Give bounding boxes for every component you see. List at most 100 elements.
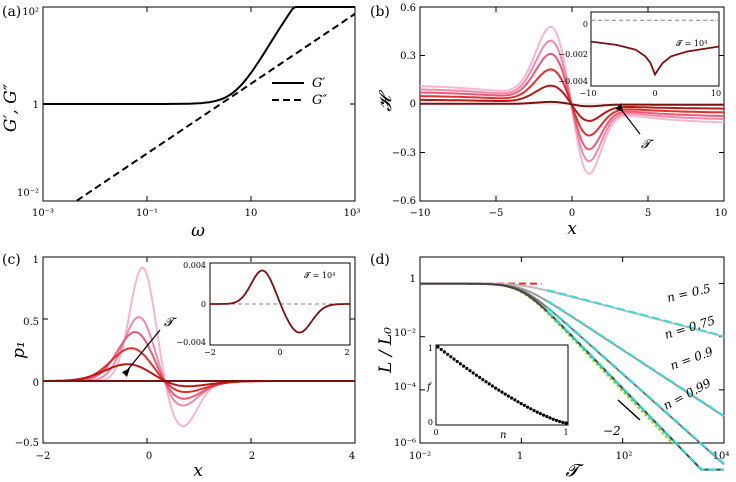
d-inset-xtick-1: 1 [563, 428, 568, 437]
d-inset-point-23 [510, 396, 514, 400]
panel-a-tick-marks [42, 6, 356, 202]
a-xtick-0: 10⁻³ [32, 208, 54, 219]
b-inset-label: 𝓣 = 10⁴ [676, 39, 707, 48]
d-slope-line [617, 399, 641, 421]
panel-b-tick-marks [419, 6, 725, 202]
a-legend-gprime: G′ [312, 76, 325, 91]
panel-a: (a) 10⁻³ 10⁻¹ 10 10³ 10⁻² 1 10² ω G′, G″… [1, 4, 360, 241]
d-inset-point-0 [436, 345, 440, 349]
d-inset-point-17 [490, 384, 494, 388]
b-xtick-3: 5 [645, 208, 651, 219]
d-xtick-2: 10² [616, 451, 633, 462]
c-inset-ytick-1: 0 [201, 300, 206, 309]
d-inset-point-5 [452, 357, 456, 361]
a-ytick-0: 10⁻² [17, 188, 39, 199]
d-label-n075: n = 0.75 [663, 313, 717, 342]
d-inset-point-19 [497, 388, 501, 392]
d-inset-point-37 [554, 418, 559, 422]
c-inset-xtick-0: −2 [204, 348, 216, 357]
d-inset-point-6 [455, 359, 459, 364]
c-inset-xtick-2: 2 [344, 348, 349, 357]
d-ylabel: L / L₀ [376, 327, 396, 374]
c-inset-ytick-0: 0.004 [183, 261, 206, 270]
d-inset-point-33 [542, 413, 546, 417]
b-xlabel: x [567, 219, 577, 239]
b-inset-ytick-0: 0 [583, 20, 588, 29]
d-inset-point-34 [545, 414, 549, 419]
b-arrow-line [619, 107, 641, 135]
a-legend-gdoubleprime: G″ [312, 93, 327, 108]
panel-c: (c) −2 0 2 4 −0.5 0 0.5 1 x p₁ 𝓣 −2 0 2 … [2, 252, 356, 481]
d-inset-point-22 [506, 394, 510, 398]
c-ytick-0: −0.5 [15, 438, 39, 449]
d-inset-point-20 [500, 390, 504, 394]
c-xtick-1: 0 [146, 451, 152, 462]
d-inset-point-15 [484, 380, 488, 384]
b-xtick-0: −10 [409, 208, 430, 219]
b-xtick-4: 10 [715, 208, 728, 219]
b-ylabel: 𝓗 [376, 90, 396, 112]
d-series-fit-3 [546, 310, 724, 471]
a-series-gdoubleprime [76, 12, 356, 202]
panel-c-label: (c) [2, 252, 21, 268]
d-inset-point-39 [561, 420, 565, 424]
d-inset-point-29 [529, 407, 533, 411]
d-inset-point-30 [532, 408, 536, 413]
d-slope-label: −2 [603, 424, 621, 438]
panel-d-frame [419, 256, 725, 444]
d-inset-point-26 [519, 402, 523, 406]
c-annotation-T: 𝓣 [164, 315, 177, 329]
d-series-fit-1 [546, 299, 725, 417]
d-inset-ytick-1: 0 [428, 418, 433, 427]
d-xtick-3: 10⁴ [713, 451, 730, 462]
panel-b: (b) −10 −5 0 5 10 −0.6 −0.3 0 0.3 0.6 x … [370, 3, 727, 239]
d-inset-point-24 [513, 398, 517, 402]
c-ytick-2: 0.5 [23, 317, 39, 328]
b-inset-ytick-1: −0.002 [558, 50, 588, 59]
d-ytick-1: 10⁻² [394, 328, 416, 339]
c-inset-xtick-1: 0 [277, 348, 282, 357]
b-inset-plot [590, 19, 720, 77]
b-ytick-4: 0.6 [400, 3, 416, 14]
d-inset-ytick-0: 1 [428, 344, 433, 353]
c-xtick-2: 2 [249, 451, 255, 462]
d-series-fit-2 [546, 306, 725, 465]
panel-c-frame [42, 256, 356, 444]
c-arrow-head [122, 368, 130, 377]
panel-b-label: (b) [370, 4, 390, 20]
a-xtick-2: 10 [245, 208, 258, 219]
c-inset-plot [210, 269, 350, 334]
d-inset-ylabel: f [426, 382, 433, 393]
d-inset-frame [435, 344, 569, 426]
c-xtick-3: 4 [349, 451, 355, 462]
a-xtick-1: 10⁻¹ [136, 208, 158, 219]
d-inset-xtick-0: 0 [433, 428, 438, 437]
b-series-group [419, 25, 725, 175]
d-inset-point-40 [564, 421, 568, 425]
d-inset-point-25 [516, 400, 520, 404]
d-inset-point-36 [551, 417, 555, 421]
d-inset-point-4 [449, 355, 453, 359]
b-inset-ytick-2: −0.004 [558, 77, 588, 86]
b-inset-curve [590, 40, 720, 77]
b-arrow-head [615, 103, 624, 112]
c-ytick-3: 1 [33, 255, 39, 266]
d-ytick-2: 10⁻⁴ [394, 382, 416, 393]
d-series-fit-0 [547, 289, 725, 338]
d-xtick-1: 1 [517, 451, 523, 462]
c-ylabel: p₁ [9, 341, 29, 359]
d-inset-point-11 [471, 371, 475, 375]
panel-d-label: (d) [370, 252, 390, 268]
b-ytick-0: −0.6 [392, 196, 416, 207]
d-inset-point-21 [503, 392, 507, 396]
d-inset-point-1 [439, 347, 443, 352]
d-xtick-0: 10⁻² [409, 451, 431, 462]
c-xtick-0: −2 [36, 451, 51, 462]
d-inset-point-38 [558, 419, 562, 424]
c-series-t5 [43, 363, 355, 388]
d-inset-xlabel: n [500, 430, 506, 441]
b-ytick-2: 0 [410, 99, 416, 110]
d-inset-plot [436, 345, 568, 425]
panel-d: (d) 10⁻² 1 10² 10⁴ 1 10⁻² 10⁻⁴ 10⁻⁶ 𝓣 L … [370, 252, 729, 481]
